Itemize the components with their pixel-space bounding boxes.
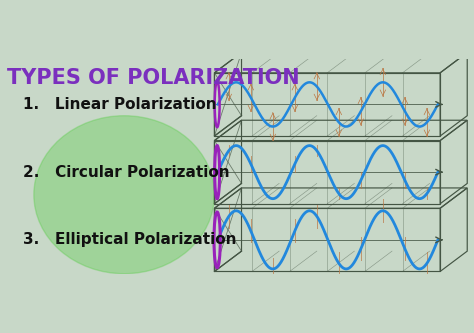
Text: 1.   Linear Polarization: 1. Linear Polarization (23, 97, 216, 112)
Text: 3.   Elliptical Polarization: 3. Elliptical Polarization (23, 232, 236, 247)
Text: 2.   Circular Polarization: 2. Circular Polarization (23, 165, 229, 179)
Ellipse shape (34, 116, 214, 274)
Text: TYPES OF POLARIZATION: TYPES OF POLARIZATION (7, 68, 300, 88)
